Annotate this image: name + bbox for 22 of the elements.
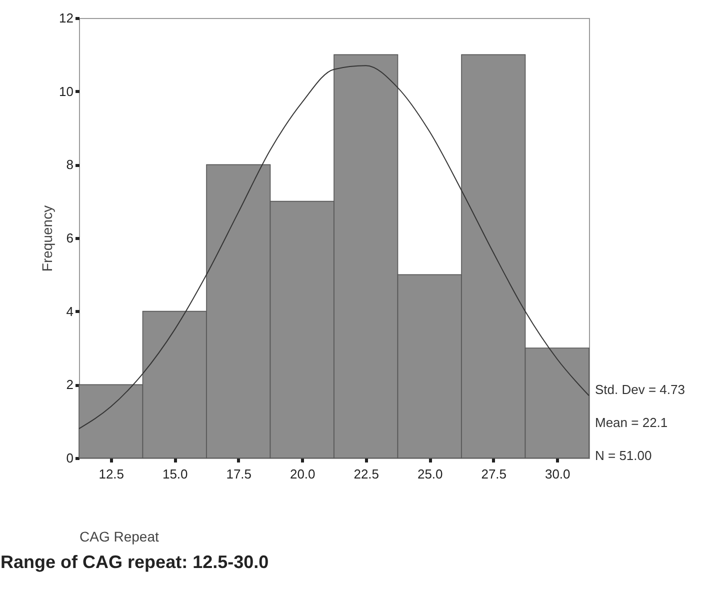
text: Range of CAG repeat: 12.5-30.0	[0, 552, 269, 572]
x-tick-label: 30.0	[544, 466, 570, 482]
x-tick-label: 12.5	[98, 466, 124, 482]
y-tick-label: 10	[59, 84, 74, 99]
y-tick-label: 2	[66, 377, 74, 392]
y-tick-label: 0	[66, 450, 74, 466]
x-tick-label: 27.5	[481, 466, 507, 482]
y-tick-label: 6	[66, 230, 74, 246]
y-tick-label: 8	[66, 157, 74, 172]
x-tick-label: 15.0	[162, 466, 188, 482]
x-tick-label: 17.5	[226, 466, 252, 482]
y-tick-label: 12	[59, 10, 74, 26]
x-tick-label: 20.0	[290, 466, 316, 482]
text: Mean = 22.1	[595, 415, 668, 430]
x-tick-label: 22.5	[354, 466, 380, 482]
text: Std. Dev = 4.73	[595, 382, 685, 397]
x-tick-label: 25.0	[417, 466, 443, 482]
y-axis-title: Frequency	[39, 205, 56, 272]
x-axis-title: CAG Repeat	[80, 528, 159, 544]
text: N = 51.00	[595, 448, 652, 463]
line-series	[78, 65, 590, 430]
y-tick-label: 4	[66, 304, 74, 319]
